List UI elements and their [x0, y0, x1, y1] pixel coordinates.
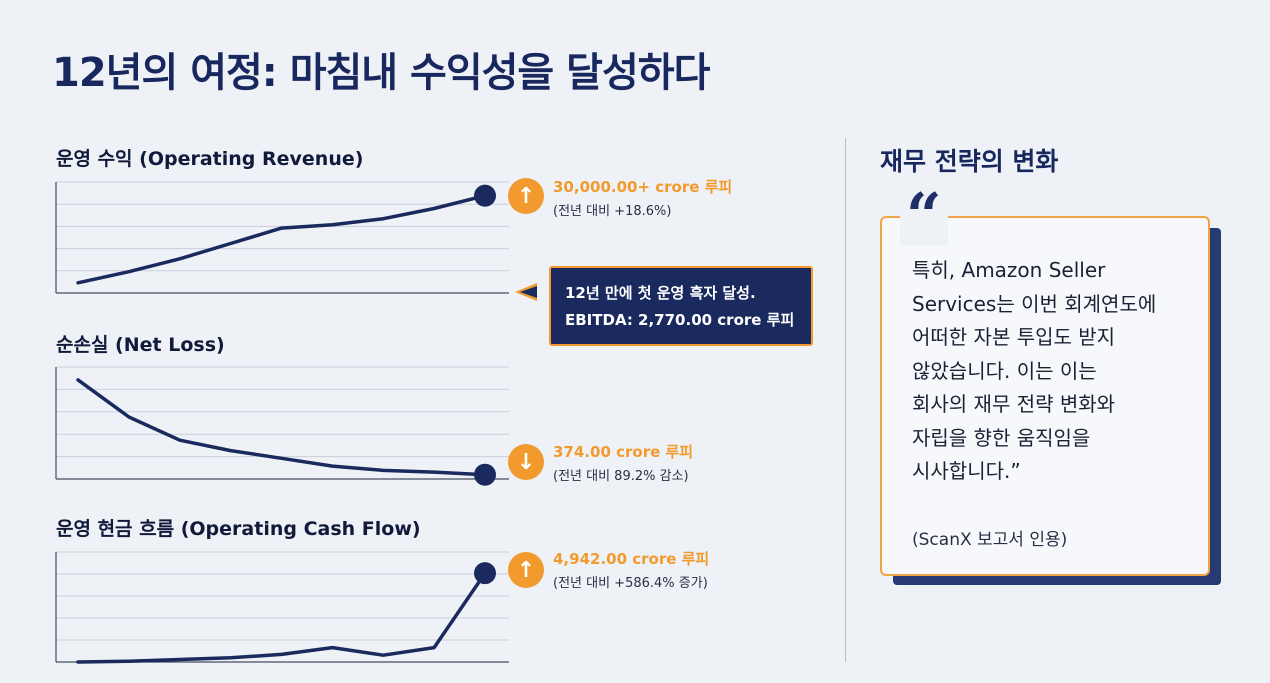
quote-mark-icon: “ — [900, 185, 948, 247]
revenue-chart-title: 운영 수익 (Operating Revenue) — [56, 148, 364, 170]
revenue-value-label: 30,000.00+ crore 루피 — [553, 178, 733, 196]
callout-pointer-inner — [520, 286, 537, 298]
arrow-down-icon: ↓ — [508, 444, 544, 480]
cash-flow-endpoint — [474, 562, 496, 585]
net-loss-chart-title: 순손실 (Net Loss) — [56, 334, 225, 356]
cash-flow-chart-title: 운영 현금 흐름 (Operating Cash Flow) — [56, 518, 421, 540]
arrow-up-icon: ↑ — [508, 178, 544, 214]
section-divider — [845, 138, 846, 662]
sidebar-title: 재무 전략의 변화 — [880, 147, 1059, 176]
net-loss-series-line — [76, 378, 487, 477]
net-loss-change-label: (전년 대비 89.2% 감소) — [553, 469, 689, 484]
revenue-series-line — [76, 193, 487, 285]
cash-flow-change-label: (전년 대비 +586.4% 증가) — [553, 576, 708, 591]
arrow-up-icon: ↑ — [508, 552, 544, 588]
cash-flow-series-line — [76, 571, 487, 664]
quote-text: 특히, Amazon Seller Services는 이번 회계연도에 어떠한… — [912, 258, 1157, 483]
quote-source: (ScanX 보고서 인용) — [912, 530, 1068, 550]
ebitda-callout: 12년 만에 첫 운영 흑자 달성. EBITDA: 2,770.00 cror… — [549, 266, 813, 346]
revenue-endpoint — [474, 184, 496, 207]
callout-line-2: EBITDA: 2,770.00 crore 루피 — [565, 311, 795, 329]
cash-flow-value-label: 4,942.00 crore 루피 — [553, 550, 710, 568]
page-title: 12년의 여정: 마침내 수익성을 달성하다 — [52, 50, 710, 96]
revenue-change-label: (전년 대비 +18.6%) — [553, 204, 672, 219]
callout-line-1: 12년 만에 첫 운영 흑자 달성. — [565, 284, 756, 302]
net-loss-value-label: 374.00 crore 루피 — [553, 443, 694, 461]
quote-card — [880, 216, 1210, 576]
net-loss-endpoint — [474, 463, 496, 486]
